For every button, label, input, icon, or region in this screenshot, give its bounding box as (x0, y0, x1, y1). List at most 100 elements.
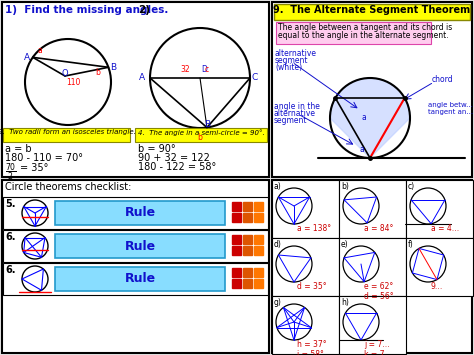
FancyBboxPatch shape (276, 22, 431, 44)
Text: c): c) (408, 182, 415, 191)
Text: 180 - 110 = 70°: 180 - 110 = 70° (5, 153, 83, 163)
Text: a = b: a = b (5, 144, 32, 154)
FancyBboxPatch shape (2, 180, 269, 353)
Text: 2.  Two radii form an isosceles triangle.: 2. Two radii form an isosceles triangle. (0, 129, 136, 135)
Circle shape (22, 233, 48, 259)
Text: A: A (24, 53, 30, 62)
FancyBboxPatch shape (243, 268, 252, 277)
Text: A: A (139, 73, 145, 82)
Text: h = 37°
i = 58°: h = 37° i = 58° (297, 340, 327, 355)
Text: equal to the angle in the alternate segment.: equal to the angle in the alternate segm… (278, 31, 448, 40)
FancyBboxPatch shape (254, 268, 263, 277)
Circle shape (22, 266, 48, 292)
Text: 4.  The angle in a semi-circle = 90°.: 4. The angle in a semi-circle = 90°. (137, 129, 264, 136)
Text: (white): (white) (275, 63, 302, 72)
FancyBboxPatch shape (274, 4, 470, 20)
FancyBboxPatch shape (243, 213, 252, 222)
Text: b): b) (341, 182, 349, 191)
Text: f): f) (408, 240, 414, 249)
FancyBboxPatch shape (406, 180, 473, 238)
FancyBboxPatch shape (272, 180, 472, 353)
Text: d): d) (274, 240, 282, 249)
FancyBboxPatch shape (254, 246, 263, 255)
Text: a): a) (274, 182, 282, 191)
Text: C: C (252, 73, 258, 82)
Text: 1)  Find the missing angles.: 1) Find the missing angles. (5, 5, 168, 15)
FancyBboxPatch shape (272, 238, 339, 296)
FancyBboxPatch shape (3, 263, 268, 295)
Circle shape (410, 246, 446, 282)
Text: a: a (362, 114, 366, 122)
FancyBboxPatch shape (243, 279, 252, 288)
Text: chord: chord (432, 75, 454, 84)
Text: Circle theorems checklist:: Circle theorems checklist: (5, 182, 131, 192)
Text: h): h) (341, 298, 349, 307)
Text: Rule: Rule (125, 240, 155, 252)
FancyBboxPatch shape (232, 213, 241, 222)
Circle shape (150, 28, 250, 128)
Text: segment: segment (275, 56, 309, 65)
Text: j = 7…
k = 7…
l = 4…: j = 7… k = 7… l = 4… (364, 340, 392, 355)
FancyBboxPatch shape (3, 197, 268, 229)
Text: e = 62°
d = 56°: e = 62° d = 56° (364, 282, 393, 301)
Text: 180 - 122 = 58°: 180 - 122 = 58° (138, 162, 216, 172)
Text: a = 84°: a = 84° (364, 224, 393, 233)
Text: Rule: Rule (125, 207, 155, 219)
Text: 9…: 9… (431, 282, 443, 291)
FancyBboxPatch shape (232, 279, 241, 288)
Circle shape (22, 200, 48, 226)
Text: b = 90°: b = 90° (138, 144, 176, 154)
FancyBboxPatch shape (3, 128, 130, 142)
Text: = 35°: = 35° (20, 163, 48, 173)
Circle shape (276, 246, 312, 282)
Text: 90 + 32 = 122: 90 + 32 = 122 (138, 153, 210, 163)
Text: 5.: 5. (5, 199, 16, 209)
Text: c: c (205, 65, 209, 74)
FancyBboxPatch shape (272, 180, 339, 238)
FancyBboxPatch shape (254, 213, 263, 222)
Polygon shape (330, 78, 410, 158)
FancyBboxPatch shape (243, 235, 252, 244)
Text: $\frac{70}{2}$: $\frac{70}{2}$ (5, 162, 17, 184)
FancyBboxPatch shape (135, 128, 267, 142)
FancyBboxPatch shape (232, 246, 241, 255)
Circle shape (25, 39, 111, 125)
FancyBboxPatch shape (3, 230, 268, 262)
FancyBboxPatch shape (406, 238, 473, 296)
FancyBboxPatch shape (272, 296, 339, 354)
Text: alternative: alternative (274, 109, 316, 118)
FancyBboxPatch shape (339, 238, 406, 296)
Text: a = 4…: a = 4… (431, 224, 459, 233)
Circle shape (410, 188, 446, 224)
Text: alternative: alternative (275, 49, 317, 58)
Text: a: a (38, 47, 43, 55)
Text: 110: 110 (66, 78, 81, 87)
FancyBboxPatch shape (339, 180, 406, 238)
Text: 9.  The Alternate Segment Theorem: 9. The Alternate Segment Theorem (273, 5, 471, 15)
FancyBboxPatch shape (232, 268, 241, 277)
Circle shape (276, 188, 312, 224)
Circle shape (343, 304, 379, 340)
Text: segment: segment (274, 116, 308, 125)
FancyBboxPatch shape (254, 279, 263, 288)
Text: d = 35°: d = 35° (297, 282, 327, 291)
FancyBboxPatch shape (232, 202, 241, 211)
FancyBboxPatch shape (272, 2, 472, 177)
FancyBboxPatch shape (55, 201, 225, 225)
Text: angle in the: angle in the (274, 102, 320, 111)
Text: 32: 32 (180, 65, 190, 74)
Text: tangent an...: tangent an... (428, 109, 473, 115)
Text: e): e) (341, 240, 348, 249)
Circle shape (343, 246, 379, 282)
FancyBboxPatch shape (2, 2, 269, 177)
Text: D: D (201, 65, 207, 74)
FancyBboxPatch shape (254, 235, 263, 244)
FancyBboxPatch shape (55, 267, 225, 291)
FancyBboxPatch shape (254, 202, 263, 211)
FancyBboxPatch shape (232, 235, 241, 244)
Text: 6.: 6. (5, 232, 16, 242)
Text: The angle between a tangent and its chord is: The angle between a tangent and its chor… (278, 23, 452, 32)
FancyBboxPatch shape (243, 246, 252, 255)
Text: angle betw...: angle betw... (428, 102, 473, 108)
Text: O: O (62, 69, 68, 78)
